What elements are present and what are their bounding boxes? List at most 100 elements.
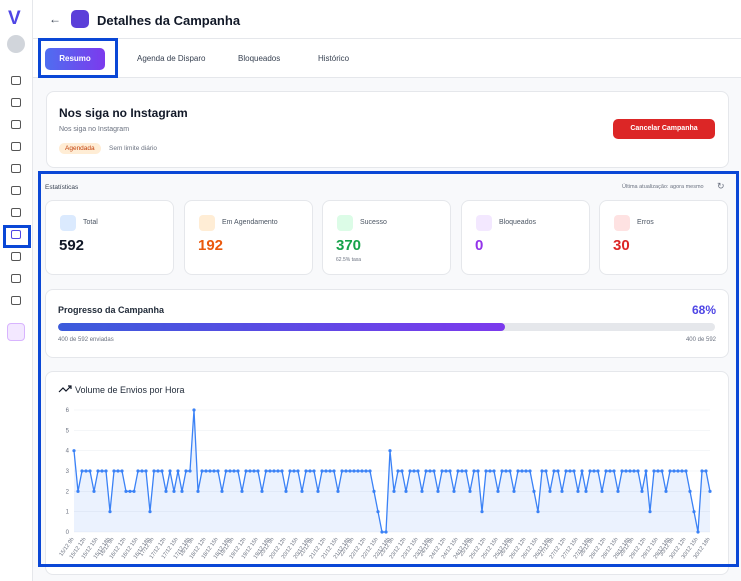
point <box>572 469 576 473</box>
progress-count: 400 de 592 <box>685 337 716 343</box>
point <box>608 469 612 473</box>
point <box>436 489 440 493</box>
point <box>544 469 548 473</box>
point <box>264 469 268 473</box>
stat-value: 30 <box>613 237 630 254</box>
point <box>684 469 688 473</box>
back-button[interactable]: ← <box>49 12 61 26</box>
nav-icon[interactable] <box>11 120 21 129</box>
point <box>312 469 316 473</box>
cancel-button[interactable]: Cancelar Campanha <box>613 119 715 139</box>
header: ← Detalhes da Campanha <box>33 0 741 39</box>
tab[interactable]: Histórico <box>318 54 350 63</box>
nav-icon[interactable] <box>11 296 21 305</box>
highlight <box>38 171 739 567</box>
status-badge: Agendada <box>59 143 101 154</box>
point <box>564 469 568 473</box>
point <box>472 469 476 473</box>
point <box>640 489 644 493</box>
point <box>108 510 112 514</box>
point <box>220 489 224 493</box>
point <box>624 469 628 473</box>
nav-icon-active[interactable] <box>11 230 21 239</box>
point <box>568 469 572 473</box>
stat-value: 592 <box>59 237 85 254</box>
point <box>100 469 104 473</box>
point <box>80 469 84 473</box>
point <box>488 469 492 473</box>
point <box>112 469 116 473</box>
point <box>228 469 232 473</box>
point <box>328 469 332 473</box>
refresh-button[interactable]: ↻ <box>717 181 725 191</box>
point <box>92 489 96 493</box>
nav-icon[interactable] <box>11 208 21 217</box>
point <box>604 469 608 473</box>
point <box>260 489 264 493</box>
point <box>476 469 480 473</box>
point <box>364 469 368 473</box>
point <box>324 469 328 473</box>
point <box>376 510 380 514</box>
point <box>184 469 188 473</box>
point <box>72 449 76 453</box>
point <box>356 469 360 473</box>
progress-sent: 400 de 592 enviadas <box>58 337 114 343</box>
tab-active[interactable]: Resumo <box>45 48 105 70</box>
point <box>88 469 92 473</box>
point <box>232 469 236 473</box>
tab[interactable]: Bloqueados <box>238 54 281 63</box>
avatar[interactable] <box>7 35 25 53</box>
point <box>396 469 400 473</box>
point <box>424 469 428 473</box>
point <box>300 489 304 493</box>
nav-icon[interactable] <box>11 274 21 283</box>
point <box>372 489 376 493</box>
point <box>152 469 156 473</box>
point <box>560 489 564 493</box>
point <box>420 489 424 493</box>
highlight <box>3 225 31 248</box>
point <box>408 469 412 473</box>
point <box>332 469 336 473</box>
point <box>380 530 384 534</box>
point <box>208 469 212 473</box>
point <box>164 489 168 493</box>
nav-icon[interactable] <box>11 142 21 151</box>
point <box>428 469 432 473</box>
point <box>692 510 696 514</box>
point <box>536 510 540 514</box>
point <box>120 469 124 473</box>
chart-title: Volume de Envios por Hora <box>75 385 185 395</box>
point <box>460 469 464 473</box>
point <box>500 469 504 473</box>
stat-label: Em Agendamento <box>222 219 278 226</box>
tab[interactable]: Agenda de Disparo <box>137 54 206 63</box>
nav-icon[interactable] <box>7 323 25 341</box>
point <box>492 469 496 473</box>
point <box>404 489 408 493</box>
nav-icon[interactable] <box>11 164 21 173</box>
nav-icon[interactable] <box>11 98 21 107</box>
stat-card: Bloqueados 0 <box>461 200 590 275</box>
point <box>132 489 136 493</box>
nav-icon[interactable] <box>11 186 21 195</box>
nav-icon[interactable] <box>11 252 21 261</box>
point <box>292 469 296 473</box>
progress-fill <box>58 323 505 331</box>
point <box>660 469 664 473</box>
stat-icon <box>199 215 215 231</box>
progress-card: Progresso da Campanha 68% 400 de 592 env… <box>45 289 729 358</box>
point <box>440 469 444 473</box>
point <box>148 510 152 514</box>
point <box>672 469 676 473</box>
point <box>552 469 556 473</box>
point <box>588 469 592 473</box>
point <box>348 469 352 473</box>
point <box>384 530 388 534</box>
stat-value: 192 <box>198 237 224 254</box>
point <box>512 489 516 493</box>
point <box>616 489 620 493</box>
nav-icon[interactable] <box>11 76 21 85</box>
point <box>368 469 372 473</box>
